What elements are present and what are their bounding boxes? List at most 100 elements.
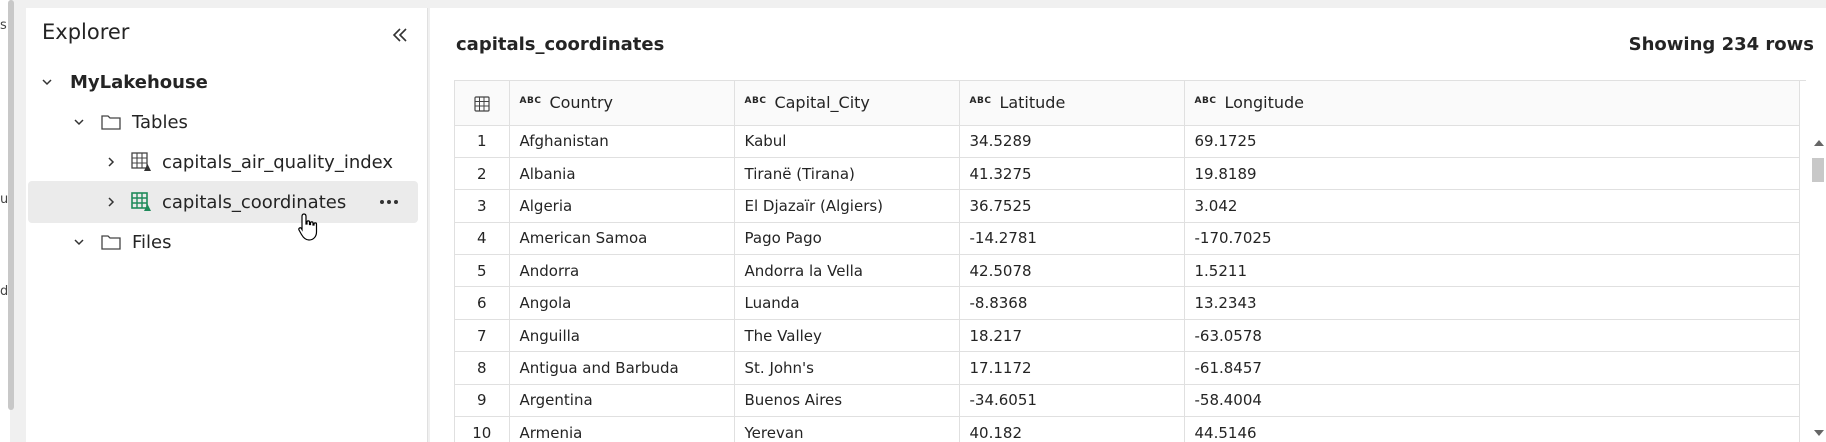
table-icon bbox=[131, 192, 151, 211]
tree-item-table-selected[interactable]: capitals_coordinates bbox=[28, 181, 418, 223]
tree-item-files-folder[interactable]: Files bbox=[26, 221, 418, 263]
table-cell[interactable]: Angola bbox=[509, 286, 735, 320]
tree-item-label: Files bbox=[132, 231, 172, 253]
table-cell[interactable]: The Valley bbox=[734, 319, 960, 353]
column-header-country[interactable]: ABC Country bbox=[509, 81, 735, 126]
table-cell[interactable]: -34.6051 bbox=[959, 384, 1185, 418]
table-cell[interactable]: 18.217 bbox=[959, 319, 1185, 353]
table-cell[interactable]: American Samoa bbox=[509, 222, 735, 256]
more-dot-icon bbox=[387, 200, 391, 204]
row-index-cell: 10 bbox=[455, 416, 510, 442]
table-row[interactable]: 6 Angola Luanda -8.8368 13.2343 bbox=[455, 286, 1800, 320]
table-cell[interactable]: Andorra bbox=[509, 254, 735, 288]
tree-item-table[interactable]: capitals_air_quality_index bbox=[26, 141, 418, 183]
table-cell[interactable]: 44.5146 bbox=[1184, 416, 1800, 442]
row-index-header[interactable] bbox=[455, 81, 510, 126]
table-cell[interactable]: -14.2781 bbox=[959, 222, 1185, 256]
table-row[interactable]: 2 Albania Tiranë (Tirana) 41.3275 19.8189 bbox=[455, 157, 1800, 191]
collapse-explorer-button[interactable] bbox=[387, 22, 413, 48]
tree-item-label: capitals_air_quality_index bbox=[162, 151, 394, 173]
column-header-label: Latitude bbox=[999, 93, 1066, 113]
column-header-capital-city[interactable]: ABC Capital_City bbox=[734, 81, 960, 126]
table-cell[interactable]: 1.5211 bbox=[1184, 254, 1800, 288]
grid-vertical-scrollbar[interactable] bbox=[1810, 126, 1826, 442]
table-cell[interactable]: Albania bbox=[509, 157, 735, 191]
row-count-label: Showing 234 rows bbox=[1628, 34, 1814, 55]
table-cell[interactable]: Afghanistan bbox=[509, 125, 735, 158]
table-cell[interactable]: Yerevan bbox=[734, 416, 960, 442]
scroll-up-arrow-icon[interactable] bbox=[1814, 140, 1824, 146]
table-cell[interactable]: 40.182 bbox=[959, 416, 1185, 442]
row-index-cell: 2 bbox=[455, 157, 510, 191]
text-type-icon: ABC bbox=[969, 96, 992, 107]
table-icon bbox=[131, 152, 151, 171]
row-index-cell: 3 bbox=[455, 189, 510, 223]
chevron-right-icon bbox=[102, 193, 120, 211]
column-header-label: Country bbox=[549, 93, 613, 113]
table-cell[interactable]: -61.8457 bbox=[1184, 351, 1800, 385]
grid-body: 1 Afghanistan Kabul 34.5289 69.1725 2 Albania T… bbox=[455, 125, 1800, 442]
column-header-latitude[interactable]: ABC Latitude bbox=[959, 81, 1185, 126]
table-cell[interactable]: 13.2343 bbox=[1184, 286, 1800, 320]
row-index-cell: 5 bbox=[455, 254, 510, 288]
text-type-icon: ABC bbox=[1194, 96, 1217, 107]
table-cell[interactable]: 3.042 bbox=[1184, 189, 1800, 223]
folder-icon bbox=[101, 115, 121, 130]
table-cell[interactable]: Armenia bbox=[509, 416, 735, 442]
table-cell[interactable]: Pago Pago bbox=[734, 222, 960, 256]
double-chevron-left-icon bbox=[392, 28, 407, 42]
tree-item-lakehouse[interactable]: MyLakehouse bbox=[26, 61, 418, 103]
table-cell[interactable]: Algeria bbox=[509, 189, 735, 223]
clipped-text: u bbox=[0, 192, 9, 207]
top-strip bbox=[0, 0, 1826, 8]
table-cell[interactable]: -8.8368 bbox=[959, 286, 1185, 320]
chevron-down-icon bbox=[70, 113, 88, 131]
chevron-right-icon bbox=[102, 153, 120, 171]
table-cell[interactable]: Antigua and Barbuda bbox=[509, 351, 735, 385]
table-row[interactable]: 4 American Samoa Pago Pago -14.2781 -170.702… bbox=[455, 222, 1800, 256]
table-cell[interactable]: 42.5078 bbox=[959, 254, 1185, 288]
more-dot-icon bbox=[380, 200, 384, 204]
table-cell[interactable]: Tiranë (Tirana) bbox=[734, 157, 960, 191]
table-cell[interactable]: 17.1172 bbox=[959, 351, 1185, 385]
table-row[interactable]: 1 Afghanistan Kabul 34.5289 69.1725 bbox=[455, 125, 1800, 158]
table-cell[interactable]: 69.1725 bbox=[1184, 125, 1800, 158]
table-row[interactable]: 7 Anguilla The Valley 18.217 -63.0578 bbox=[455, 319, 1800, 353]
table-cell[interactable]: 34.5289 bbox=[959, 125, 1185, 158]
table-row[interactable]: 3 Algeria El Djazaïr (Algiers) 36.7525 3.042 bbox=[455, 189, 1800, 223]
more-dot-icon bbox=[394, 200, 398, 204]
row-index-cell: 9 bbox=[455, 384, 510, 418]
table-cell[interactable]: St. John's bbox=[734, 351, 960, 385]
table-cell[interactable]: 19.8189 bbox=[1184, 157, 1800, 191]
table-row[interactable]: 5 Andorra Andorra la Vella 42.5078 1.5211 bbox=[455, 254, 1800, 288]
table-cell[interactable]: -58.4004 bbox=[1184, 384, 1800, 418]
text-type-icon: ABC bbox=[744, 96, 767, 107]
explorer-title: Explorer bbox=[42, 20, 130, 44]
table-cell[interactable]: El Djazaïr (Algiers) bbox=[734, 189, 960, 223]
table-cell[interactable]: Argentina bbox=[509, 384, 735, 418]
table-row[interactable]: 8 Antigua and Barbuda St. John's 17.1172 -61… bbox=[455, 351, 1800, 385]
left-scrollbar[interactable] bbox=[8, 0, 14, 410]
column-header-longitude[interactable]: ABC Longitude bbox=[1184, 81, 1800, 126]
table-cell[interactable]: Buenos Aires bbox=[734, 384, 960, 418]
chevron-down-icon bbox=[38, 73, 56, 91]
table-cell[interactable]: Anguilla bbox=[509, 319, 735, 353]
scroll-down-arrow-icon[interactable] bbox=[1814, 430, 1824, 436]
tree-item-label: capitals_coordinates bbox=[162, 191, 347, 213]
table-row[interactable]: 10 Armenia Yerevan 40.182 44.5146 bbox=[455, 416, 1800, 442]
left-clipped-panel: s u di bbox=[0, 0, 10, 442]
table-cell[interactable]: Andorra la Vella bbox=[734, 254, 960, 288]
table-cell[interactable]: Kabul bbox=[734, 125, 960, 158]
chevron-down-icon bbox=[70, 233, 88, 251]
column-header-label: Longitude bbox=[1224, 93, 1305, 113]
table-cell[interactable]: -63.0578 bbox=[1184, 319, 1800, 353]
table-cell[interactable]: 36.7525 bbox=[959, 189, 1185, 223]
scrollbar-thumb[interactable] bbox=[1812, 158, 1824, 182]
tree-item-tables-folder[interactable]: Tables bbox=[26, 101, 418, 143]
more-options-button[interactable] bbox=[374, 190, 404, 214]
table-row[interactable]: 9 Argentina Buenos Aires -34.6051 -58.4004 bbox=[455, 384, 1800, 418]
tree-item-label: Tables bbox=[132, 111, 188, 133]
table-cell[interactable]: 41.3275 bbox=[959, 157, 1185, 191]
table-cell[interactable]: Luanda bbox=[734, 286, 960, 320]
table-cell[interactable]: -170.7025 bbox=[1184, 222, 1800, 256]
